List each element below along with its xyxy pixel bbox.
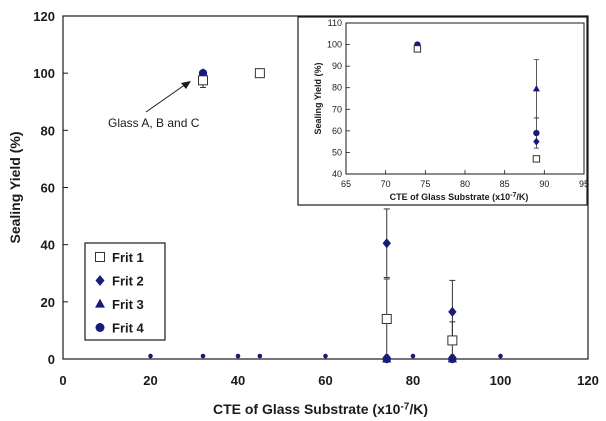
data-point-frit-3	[447, 353, 457, 363]
y-tick-label: 100	[33, 66, 55, 81]
y-tick-label: 120	[33, 9, 55, 24]
x-tick-label: 80	[406, 373, 420, 388]
inset-data-point-frit-3	[532, 84, 540, 92]
zero-level-dot	[410, 353, 416, 359]
inset-y-tick-label: 70	[332, 104, 342, 114]
x-tick-label: 60	[318, 373, 332, 388]
annotation-arrow-line	[145, 83, 187, 113]
x-axis-title: CTE of Glass Substrate (x10-7/K)	[213, 401, 428, 417]
main-chart: 0 20 40 60 80 100 120 0 20 40 60 80 100 120 Sealing Yi…	[7, 9, 599, 417]
zero-level-dot	[235, 353, 241, 359]
inset-x-tick-label: 95	[579, 179, 589, 189]
inset-y-tick-label: 50	[332, 147, 342, 157]
data-point-frit-2	[448, 306, 457, 317]
y-axis-title: Sealing Yield (%)	[7, 131, 23, 243]
inset-y-tick-label: 100	[327, 40, 342, 50]
legend-label: Frit 4	[112, 321, 145, 336]
x-tick-label: 20	[143, 373, 157, 388]
legend-marker	[95, 275, 105, 286]
inset-x-tick-label: 70	[381, 179, 391, 189]
y-tick-label: 0	[48, 352, 55, 367]
inset-y-tick-label: 90	[332, 61, 342, 71]
inset-data-point-frit-1	[413, 45, 422, 53]
inset-data-point-frit-1	[532, 155, 541, 163]
inset-y-axis-title: Sealing Yield (%)	[313, 62, 323, 134]
legend-marker	[95, 252, 105, 262]
annotation-arrow-head	[181, 81, 191, 89]
legend-label: Frit 2	[112, 274, 144, 289]
inset-y-tick-label: 60	[332, 126, 342, 136]
x-tick-label: 0	[59, 373, 66, 388]
zero-level-dot	[257, 353, 263, 359]
inset-y-tick-label: 80	[332, 83, 342, 93]
x-tick-label: 40	[231, 373, 245, 388]
y-tick-label: 60	[41, 181, 55, 196]
inset-data-point-frit-4	[533, 129, 540, 137]
inset-y-tick-label: 40	[332, 169, 342, 179]
x-tick-label: 100	[490, 373, 512, 388]
inset-x-tick-label: 65	[341, 179, 351, 189]
inset-x-tick-label: 90	[539, 179, 549, 189]
data-point-frit-1	[254, 68, 265, 79]
x-tick-label: 120	[577, 373, 599, 388]
y-tick-label: 20	[41, 295, 55, 310]
zero-level-dot	[148, 353, 153, 359]
inset-chart: 40 50 60 70 80 90 100 110 65 70 75 80 85 90 95 Sealing …	[297, 16, 589, 206]
inset-y-tick-label: 110	[328, 18, 342, 28]
legend-marker	[95, 323, 105, 332]
data-point-frit-1	[447, 335, 458, 346]
inset-x-axis-title: CTE of Glass Substrate (x10-7/K)	[390, 192, 529, 202]
legend-marker	[95, 298, 105, 308]
zero-level-dot	[323, 353, 328, 359]
data-point-frit-1	[198, 75, 208, 86]
data-point-frit-2	[382, 238, 391, 249]
inset-x-tick-label: 85	[500, 179, 510, 189]
annotation-text: Glass A, B and C	[108, 116, 200, 130]
data-point-frit-1	[381, 313, 392, 324]
inset-x-tick-label: 75	[420, 179, 430, 189]
zero-level-dot	[498, 353, 503, 359]
inset-x-tick-label: 80	[460, 179, 470, 189]
inset-data-point-frit-2	[533, 137, 540, 146]
y-tick-label: 80	[41, 123, 55, 138]
legend-label: Frit 3	[112, 297, 144, 312]
y-tick-label: 40	[41, 238, 55, 253]
legend-label: Frit 1	[112, 250, 144, 265]
zero-level-dot	[200, 353, 206, 359]
data-point-frit-3	[382, 353, 392, 363]
